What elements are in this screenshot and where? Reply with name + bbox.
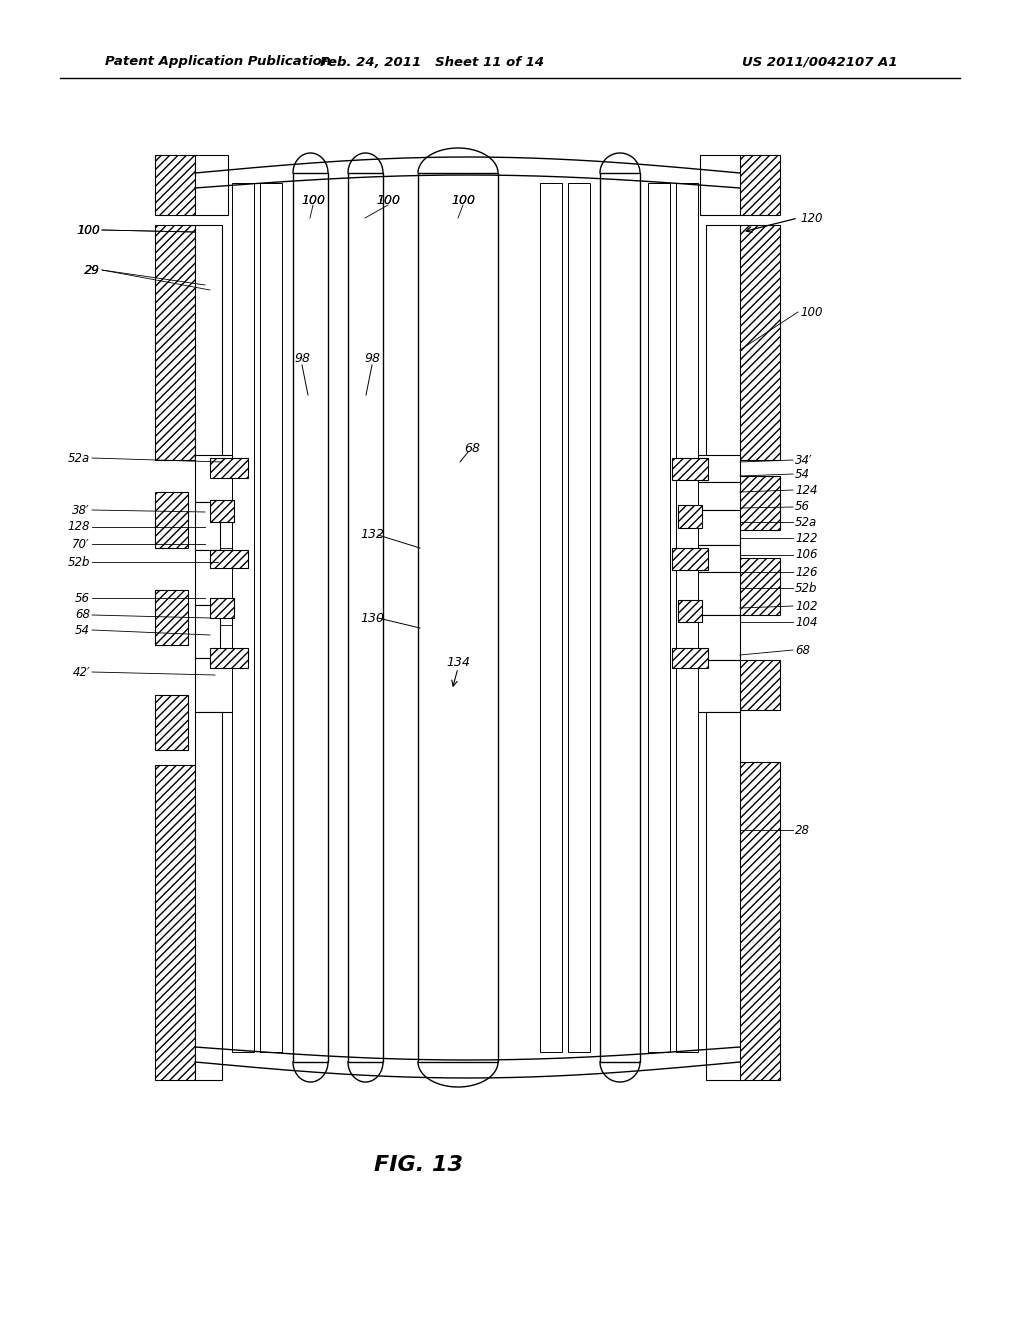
Text: 130: 130	[360, 611, 384, 624]
Bar	[648, 183, 670, 1052]
Text: 124: 124	[795, 483, 817, 496]
Bar	[672, 648, 708, 668]
Bar	[568, 183, 590, 1052]
Bar	[700, 154, 740, 215]
Bar	[685, 510, 740, 545]
Text: 98: 98	[294, 351, 310, 364]
Bar	[418, 173, 498, 1063]
Bar	[210, 550, 248, 568]
Text: 134: 134	[446, 656, 470, 668]
Bar	[195, 605, 220, 657]
Bar	[195, 154, 228, 215]
Text: 100: 100	[451, 194, 475, 206]
Text: 102: 102	[795, 599, 817, 612]
Bar	[195, 550, 242, 605]
Bar	[540, 183, 562, 1052]
Text: 70′: 70′	[73, 537, 90, 550]
Text: 100: 100	[800, 305, 822, 318]
Bar	[155, 492, 188, 548]
Bar	[738, 477, 780, 531]
Bar	[155, 766, 195, 1080]
Bar	[738, 660, 780, 710]
Bar	[738, 154, 780, 215]
Text: 100: 100	[376, 194, 400, 206]
Text: 68: 68	[795, 644, 810, 656]
Bar	[210, 598, 234, 618]
Bar	[685, 455, 740, 482]
Bar	[210, 648, 248, 668]
Text: 68: 68	[75, 609, 90, 622]
Bar	[678, 601, 702, 622]
Text: FIG. 13: FIG. 13	[374, 1155, 463, 1175]
Bar	[672, 458, 708, 480]
Bar	[695, 545, 740, 572]
Text: 56: 56	[75, 591, 90, 605]
Bar	[706, 711, 740, 1080]
Text: Patent Application Publication: Patent Application Publication	[105, 55, 331, 69]
Bar	[260, 183, 282, 1052]
Bar	[232, 183, 254, 1052]
Bar	[195, 711, 222, 1080]
Text: 122: 122	[795, 532, 817, 544]
Bar	[685, 572, 740, 615]
Text: 100: 100	[78, 223, 100, 236]
Bar	[155, 590, 188, 645]
Bar	[600, 173, 640, 1063]
Text: 100: 100	[301, 194, 325, 206]
Text: 42′: 42′	[73, 665, 90, 678]
Text: 100: 100	[76, 223, 100, 236]
Bar	[685, 660, 740, 711]
Text: 120: 120	[800, 211, 822, 224]
Bar	[678, 506, 702, 528]
Text: 100: 100	[376, 194, 400, 206]
Bar	[695, 615, 740, 660]
Text: 38′: 38′	[73, 503, 90, 516]
Bar	[738, 762, 780, 1080]
Text: 98: 98	[364, 351, 380, 364]
Bar	[348, 173, 383, 1063]
Text: 104: 104	[795, 615, 817, 628]
Bar	[195, 657, 242, 711]
Text: Feb. 24, 2011   Sheet 11 of 14: Feb. 24, 2011 Sheet 11 of 14	[319, 55, 544, 69]
Text: 52a: 52a	[795, 516, 817, 528]
Bar	[738, 558, 780, 615]
Text: 56: 56	[795, 500, 810, 513]
Text: 106: 106	[795, 549, 817, 561]
Text: 29: 29	[85, 264, 100, 276]
Text: 54: 54	[795, 467, 810, 480]
Bar	[195, 455, 242, 502]
Bar	[195, 502, 220, 550]
Text: 29: 29	[84, 264, 100, 276]
Text: US 2011/0042107 A1: US 2011/0042107 A1	[742, 55, 898, 69]
Text: 126: 126	[795, 565, 817, 578]
Text: 132: 132	[360, 528, 384, 541]
Bar	[738, 224, 780, 459]
Text: 52a: 52a	[68, 451, 90, 465]
Text: 54: 54	[75, 623, 90, 636]
Text: 100: 100	[451, 194, 475, 206]
Bar	[210, 458, 248, 478]
Bar	[672, 548, 708, 570]
Bar	[695, 482, 740, 510]
Text: 100: 100	[301, 194, 325, 206]
Bar	[706, 224, 740, 459]
Text: 52b: 52b	[795, 582, 817, 594]
Bar	[155, 696, 188, 750]
Bar	[210, 500, 234, 521]
Bar	[676, 183, 698, 1052]
Text: 34′: 34′	[795, 454, 813, 466]
Bar	[293, 173, 328, 1063]
Text: 128: 128	[68, 520, 90, 533]
Bar	[155, 154, 195, 215]
Text: 52b: 52b	[68, 556, 90, 569]
Bar	[155, 224, 195, 459]
Text: 68: 68	[464, 441, 480, 454]
Bar	[195, 224, 222, 459]
Text: 28: 28	[795, 824, 810, 837]
